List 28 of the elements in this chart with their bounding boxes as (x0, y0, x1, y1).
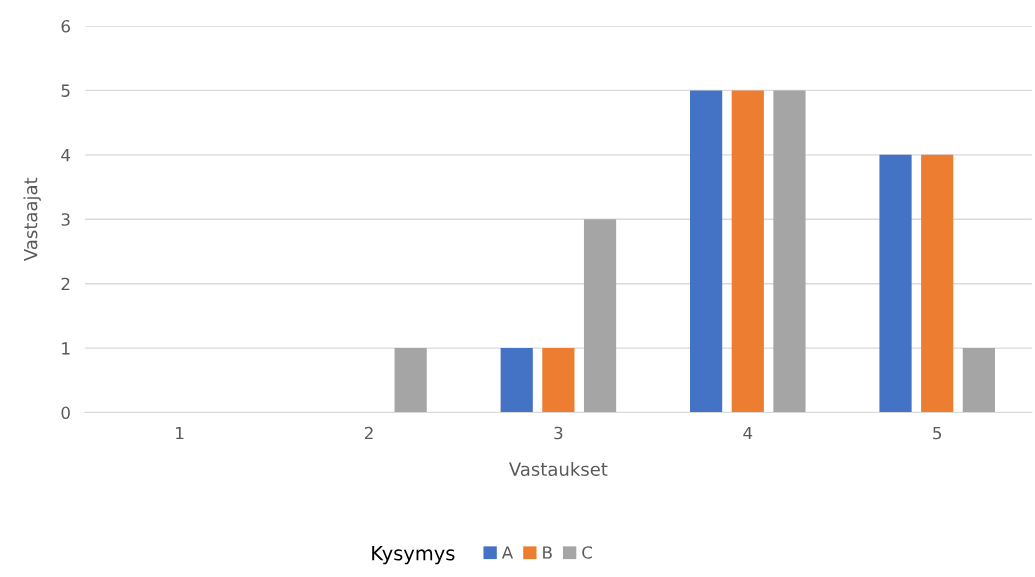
y-tick-label: 0 (61, 406, 70, 420)
y-tick-label: 5 (61, 84, 70, 97)
bar (731, 90, 764, 413)
bar (773, 90, 806, 413)
x-tick-label: 1 (176, 426, 184, 440)
y-tick-label: 6 (61, 19, 70, 33)
x-tick-label: 4 (743, 426, 753, 440)
y-tick-label: 1 (62, 342, 70, 355)
bar (394, 348, 427, 413)
bar (500, 348, 533, 413)
x-tick-label: 2 (364, 426, 373, 440)
x-tick-label: 3 (554, 426, 563, 440)
y-axis-title: Vastaajat (23, 177, 41, 262)
x-axis-title: Vastaukset (508, 462, 608, 476)
legend-label: C (582, 546, 593, 559)
y-tick-label: 4 (61, 149, 71, 162)
bar (690, 90, 723, 413)
bar (542, 348, 575, 413)
legend-label: A (501, 546, 514, 559)
y-tick-label: 2 (61, 277, 70, 291)
legend-title: Kysymys (372, 546, 455, 565)
bar (879, 154, 912, 413)
y-tick-label: 3 (61, 213, 70, 226)
bar (921, 154, 954, 413)
x-tick-label: 5 (933, 426, 942, 440)
legend-label: B (543, 546, 552, 559)
bar (583, 219, 617, 413)
bar (962, 348, 995, 413)
